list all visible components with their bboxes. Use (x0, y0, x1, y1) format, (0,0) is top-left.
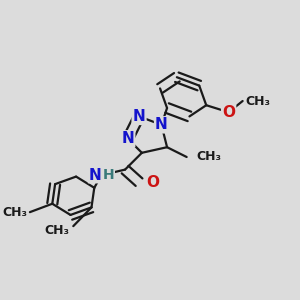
Text: H: H (103, 168, 114, 182)
Text: O: O (222, 105, 235, 120)
Text: CH₃: CH₃ (196, 151, 221, 164)
Text: O: O (146, 175, 159, 190)
Text: N: N (122, 131, 134, 146)
Text: CH₃: CH₃ (44, 224, 69, 237)
Text: N: N (88, 168, 101, 183)
Text: CH₃: CH₃ (2, 206, 27, 219)
Text: CH₃: CH₃ (245, 94, 270, 107)
Text: N: N (133, 109, 146, 124)
Text: N: N (155, 117, 168, 132)
